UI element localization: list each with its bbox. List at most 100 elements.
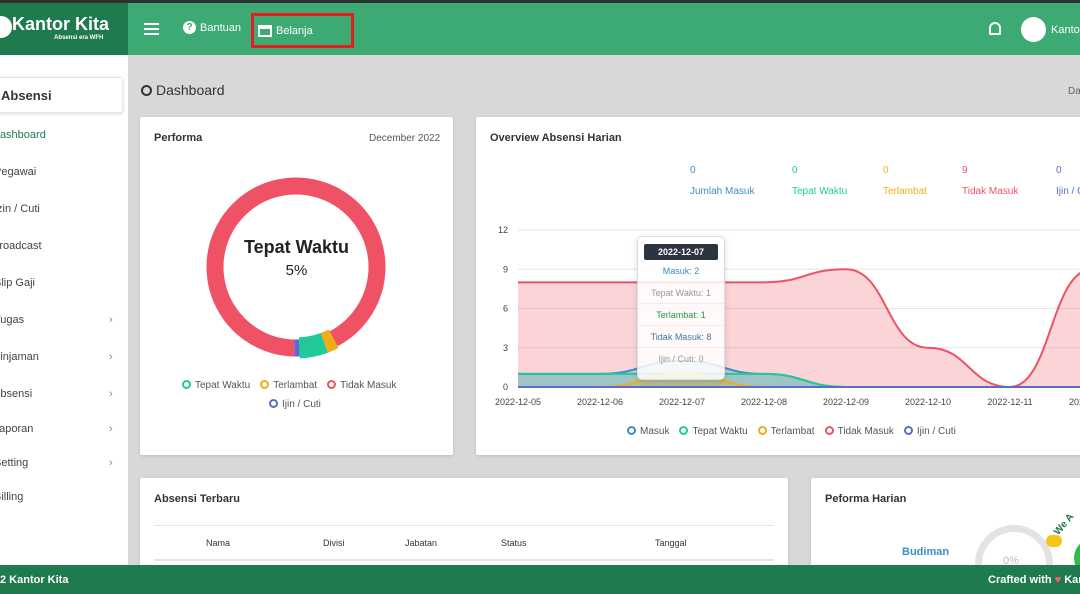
- overview-legend: Masuk Tepat Waktu Terlambat Tidak Masuk Ijin…: [627, 426, 956, 437]
- stat-tidak-masuk: 9 Tidak Masuk: [962, 165, 1018, 197]
- table-header-jabatan[interactable]: Jabatan: [405, 538, 438, 548]
- heart-icon: ♥: [1054, 574, 1062, 586]
- legend-item-tidak-masuk[interactable]: Tidak Masuk: [824, 426, 894, 437]
- page-title-text: Dashboard: [156, 82, 225, 98]
- performa-legend-row2: Ijin / Cuti: [269, 399, 321, 410]
- table-header-nama[interactable]: Nama: [206, 538, 231, 548]
- performa-legend-row1: Tepat Waktu Terlambat Tidak Masuk: [182, 380, 396, 391]
- y-tick-label: 12: [498, 225, 508, 235]
- x-tick-label: 2022-12-05: [495, 397, 541, 407]
- sidebar-item-label: Pegawai: [0, 166, 37, 178]
- chevron-right-icon: ›: [109, 457, 113, 469]
- user-avatar[interactable]: [1021, 17, 1046, 42]
- breadcrumb[interactable]: Da: [1068, 86, 1080, 97]
- stat-ijin-cuti: 0 Ijin / Cuti: [1056, 165, 1080, 197]
- absensi-terbaru-title: Absensi Terbaru: [154, 493, 240, 505]
- chevron-right-icon: ›: [109, 423, 113, 435]
- tooltip-date: 2022-12-07: [644, 244, 718, 260]
- stat-terlambat: 0 Terlambat: [883, 165, 927, 197]
- performa-harian-employee: Budiman: [902, 546, 950, 558]
- sidebar-item-label: Dashboard: [0, 129, 46, 141]
- sidebar-item-label: Tugas: [0, 314, 25, 326]
- stat-value: 0: [883, 165, 889, 176]
- brand-logo-icon: [0, 16, 12, 38]
- stat-label: Tidak Masuk: [962, 186, 1019, 197]
- shop-link[interactable]: Belanja: [258, 25, 313, 37]
- sidebar-item-label: Slip Gaji: [0, 277, 35, 289]
- x-tick-label: 2022-12-07: [659, 397, 705, 407]
- help-link[interactable]: ? Bantuan: [183, 21, 241, 34]
- performa-harian-percent: 0%: [1003, 555, 1019, 567]
- y-tick-label: 9: [503, 264, 508, 274]
- sidebar-item-label: Absensi: [0, 388, 33, 400]
- y-tick-label: 6: [503, 304, 508, 314]
- legend-item-terlambat[interactable]: Terlambat: [260, 380, 317, 391]
- chevron-right-icon: ›: [109, 314, 113, 326]
- tooltip-terlambat: Terlambat: 1: [638, 304, 724, 326]
- sidebar-section-title: Absensi: [1, 88, 52, 103]
- legend-item-terlambat[interactable]: Terlambat: [757, 426, 815, 437]
- table-top-border: [154, 525, 774, 526]
- legend-item-ijin-cuti[interactable]: Ijin / Cuti: [269, 399, 321, 410]
- user-name[interactable]: Kantor: [1051, 24, 1080, 36]
- bell-icon[interactable]: [989, 22, 1001, 35]
- chevron-right-icon: ›: [109, 388, 113, 400]
- we-are-online-text: We A: [1052, 511, 1077, 538]
- legend-item-masuk[interactable]: Masuk: [627, 426, 669, 437]
- table-header-border: [154, 559, 774, 561]
- sidebar-item-label: Izin / Cuti: [0, 203, 40, 215]
- x-tick-label: 2022-12-08: [741, 397, 787, 407]
- footer-credit: Crafted with ♥ Kan: [988, 574, 1080, 586]
- donut-slice-terlambat[interactable]: [320, 329, 339, 353]
- legend-item-ijin-cuti[interactable]: Ijin / Cuti: [903, 426, 956, 437]
- brand-name: Kantor Kita: [12, 14, 110, 34]
- tooltip-tepat-waktu: Tepat Waktu: 1: [638, 282, 724, 304]
- performa-harian-title: Peforma Harian: [825, 493, 907, 505]
- brand-tagline: Absensi era WFH: [54, 35, 104, 41]
- table-header-divisi[interactable]: Divisi: [323, 538, 345, 548]
- chat-bubble-icon: [1074, 538, 1080, 578]
- overview-card: Overview Absensi Harian 0 Jumlah Masuk 0 Te…: [476, 117, 1080, 455]
- stat-value: 0: [792, 165, 798, 176]
- performa-month: December 2022: [369, 133, 441, 144]
- dashboard-gauge-icon: [141, 84, 152, 96]
- sidebar-item-label: Broadcast: [0, 240, 42, 252]
- legend-item-tepat-waktu[interactable]: Tepat Waktu: [182, 380, 250, 391]
- table-header-status[interactable]: Status: [501, 538, 527, 548]
- performa-title: Performa: [154, 132, 203, 144]
- question-circle-icon: ?: [183, 21, 196, 34]
- x-tick-label: 2022-12-06: [577, 397, 623, 407]
- performa-harian-card: Peforma Harian Budiman 0%: [811, 478, 1080, 578]
- page-title: Dashboard: [141, 82, 225, 98]
- area-tidak-masuk: [518, 269, 1080, 387]
- sidebar-item-label: Billing: [0, 491, 24, 503]
- footer-credit-suffix[interactable]: Kan: [1064, 574, 1080, 586]
- table-header-tanggal[interactable]: Tanggal: [655, 538, 687, 548]
- footer-credit-prefix: Crafted with: [988, 574, 1052, 586]
- footer: 2 Kantor Kita Crafted with ♥ Kan: [0, 565, 1080, 594]
- stat-value: 9: [962, 165, 968, 176]
- store-icon: [258, 25, 272, 37]
- stat-tepat-waktu: 0 Tepat Waktu: [792, 165, 847, 197]
- highlight-box: [251, 13, 354, 48]
- x-tick-label: 2022-12-09: [823, 397, 869, 407]
- waving-hand-icon: [1046, 535, 1062, 547]
- overview-title: Overview Absensi Harian: [490, 132, 622, 144]
- brand-logo-area[interactable]: Kantor Kita Absensi era WFH: [0, 3, 128, 55]
- sidebar-section-header: Absensi: [0, 77, 123, 113]
- legend-item-tepat-waktu[interactable]: Tepat Waktu: [679, 426, 748, 437]
- chart-tooltip: 2022-12-07 Masuk: 2 Tepat Waktu: 1 Terla…: [637, 236, 725, 380]
- menu-toggle-icon[interactable]: [144, 23, 159, 35]
- x-tick-label: 2022-12-11: [987, 397, 1032, 407]
- legend-item-tidak-masuk[interactable]: Tidak Masuk: [327, 380, 396, 391]
- help-link-label: Bantuan: [200, 21, 241, 34]
- we-are-online-badge[interactable]: We A: [1042, 511, 1080, 578]
- donut-center-label: Tepat Waktu: [243, 237, 349, 257]
- stat-value: 0: [690, 165, 696, 176]
- donut-slice-tidak-masuk[interactable]: [206, 177, 386, 357]
- tooltip-tidak-masuk: Tidak Masuk: 8: [638, 326, 724, 348]
- donut-slice-tepat-waktu[interactable]: [298, 332, 328, 359]
- footer-copyright: 2 Kantor Kita: [0, 574, 69, 586]
- x-tick-label: 2022-12-10: [905, 397, 951, 407]
